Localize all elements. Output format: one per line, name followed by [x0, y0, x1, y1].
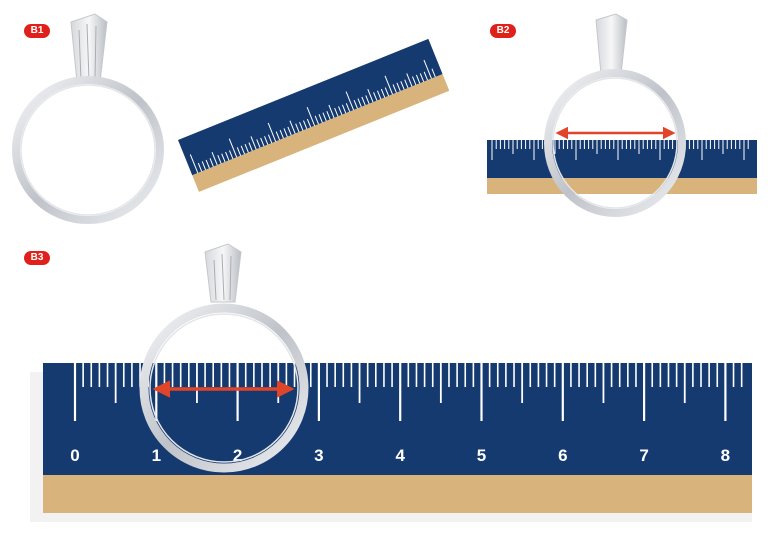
ruler-tick: [267, 122, 277, 142]
ruler-tick: [318, 114, 323, 123]
step-badge-b2: B2: [490, 24, 516, 38]
ruler-tick: [279, 129, 284, 139]
ruler-tick: [221, 153, 226, 163]
ruler-tick: [236, 147, 242, 156]
ruler-tick: [209, 158, 214, 167]
ruler-tick: [328, 104, 335, 119]
ruler-tick: [240, 145, 245, 155]
ruler-tick: [211, 151, 218, 166]
ruler-tick: [306, 118, 312, 128]
ruler-tick-label: 2: [233, 446, 242, 465]
ruler-tick: [205, 159, 210, 169]
ruler-tick: [396, 82, 401, 92]
ruler-tick: [264, 136, 269, 145]
ruler-b3: 0 1 2 3 4 5 6 7 8: [30, 363, 752, 522]
ruler-tick: [412, 76, 417, 86]
ruler-tick: [283, 128, 288, 137]
ruler-tick: [431, 68, 436, 78]
ruler-b1: [177, 38, 450, 192]
ruler-tick: [306, 107, 316, 126]
ruler-tick: [415, 74, 421, 84]
ruler-tick: [380, 88, 386, 98]
ruler-tick: [400, 81, 405, 90]
ruler-tick: [365, 95, 370, 104]
ruler-tick: [302, 120, 308, 130]
ruler-tick: [361, 96, 366, 106]
ruler-tick: [392, 84, 397, 93]
ruler-tick: [256, 139, 261, 148]
ruler-tick-label: 0: [70, 446, 79, 465]
ruler-tick: [345, 91, 355, 111]
ruler-tick: [345, 103, 351, 112]
ruler-tick: [367, 89, 374, 103]
ruler-tick: [384, 87, 390, 97]
ruler-tick: [244, 143, 249, 153]
ruler-tick-label: 4: [395, 446, 405, 465]
ruler-tick: [338, 106, 343, 115]
ruler-tick: [384, 75, 393, 95]
ruler-tick: [228, 138, 238, 158]
ruler-tick: [326, 110, 331, 120]
ring-b2-icon: [544, 13, 686, 217]
ring-b3-icon: [139, 243, 309, 473]
ruler-tick: [275, 131, 281, 141]
ruler-tick-label: 6: [558, 446, 567, 465]
ruler-tick: [322, 112, 327, 122]
ruler-tick-label: 1: [152, 446, 161, 465]
ruler-tick: [289, 120, 296, 134]
ruler-tick: [260, 137, 265, 147]
ruler-tick: [229, 150, 234, 160]
ruler-tick: [406, 73, 413, 87]
ruler-tick: [376, 90, 382, 100]
ring-b1-icon: [12, 13, 164, 224]
ruler-tick: [334, 107, 339, 117]
ruler-tick: [423, 59, 432, 79]
ruler-tick: [197, 162, 203, 172]
ruler-tick: [423, 71, 429, 81]
ruler-tick: [419, 73, 425, 82]
step-badge-b1: B1: [24, 24, 50, 38]
ruler-tick: [267, 134, 273, 144]
ruler-tick: [287, 126, 292, 136]
ruler-tick-label: 7: [639, 446, 648, 465]
ruler-tick-label: 8: [721, 446, 730, 465]
ruler-tick: [250, 136, 257, 150]
ruler-tick: [314, 115, 319, 125]
ruler-tick-label: 5: [477, 446, 486, 465]
ruler-tick: [295, 123, 300, 133]
ruler-tick: [299, 121, 304, 131]
ruler-tick: [404, 79, 409, 89]
ruler-tick: [189, 154, 199, 174]
ruler-tick: [353, 99, 358, 109]
ruler-b2: [487, 140, 757, 194]
ruler-tick: [217, 155, 222, 164]
ruler-tick: [357, 98, 362, 108]
ruler-tick: [201, 161, 207, 171]
ruler-tick-label: 3: [314, 446, 323, 465]
ruler-tick: [341, 104, 347, 114]
ruler-tick: [225, 151, 230, 161]
step-badge-b3: B3: [24, 251, 50, 265]
ruler-tick: [248, 142, 253, 152]
ruler-tick: [373, 92, 378, 101]
